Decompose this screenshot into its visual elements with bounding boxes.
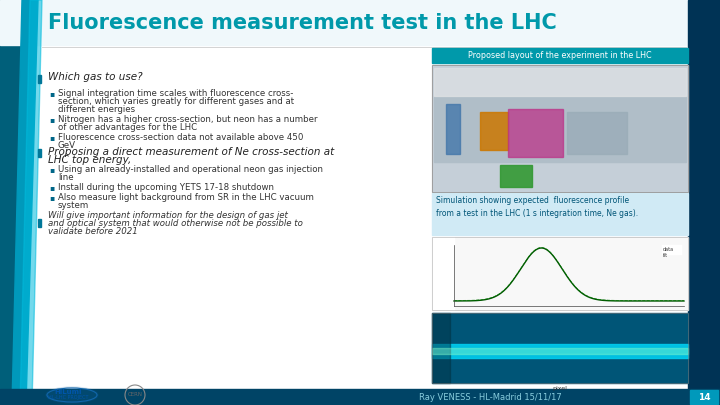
Bar [38,75,41,83]
Text: Proposed layout of the experiment in the LHC: Proposed layout of the experiment in the… [468,51,652,60]
Text: GeV: GeV [58,141,76,150]
Polygon shape [0,0,32,405]
Text: line: line [58,173,73,182]
Bar [434,97,686,162]
Bar [432,344,688,358]
Bar [432,193,688,235]
Text: and optical system that would otherwise not be possible to: and optical system that would otherwise … [48,219,303,228]
Text: 14: 14 [698,392,711,401]
Bar [508,109,563,157]
Bar [432,313,450,383]
Text: ▪: ▪ [49,165,54,174]
Text: section, which varies greatly for different gases and at: section, which varies greatly for differ… [58,97,294,106]
Text: ▪: ▪ [49,89,54,98]
Bar [432,48,688,63]
Ellipse shape [46,387,98,403]
Text: Proposing a direct measurement of Ne cross-section at: Proposing a direct measurement of Ne cro… [48,147,334,157]
Text: LHC top energy,: LHC top energy, [48,155,131,165]
Text: Ray VENESS - HL-Madrid 15/11/17: Ray VENESS - HL-Madrid 15/11/17 [418,392,562,401]
Text: Fluorescence measurement test in the LHC: Fluorescence measurement test in the LHC [48,13,557,33]
Bar [433,66,687,191]
Text: Simulation showing expected  fluorescence profile
from a test in the LHC (1 s in: Simulation showing expected fluorescence… [436,196,638,217]
Bar [432,237,688,310]
Text: different energies: different energies [58,105,135,114]
Text: ▪: ▪ [49,115,54,124]
Bar [432,348,688,354]
Text: ▪: ▪ [49,133,54,142]
Text: system: system [58,201,89,210]
Bar [432,313,688,383]
Bar [0,0,688,45]
Bar [38,219,41,227]
Bar [690,390,718,404]
Bar [432,237,454,310]
Bar [38,149,41,157]
Text: HL-LHC PROJECT: HL-LHC PROJECT [48,396,89,401]
Bar [662,245,682,255]
Text: Nitrogen has a higher cross-section, but neon has a number: Nitrogen has a higher cross-section, but… [58,115,318,124]
Text: Also measure light background from SR in the LHC vacuum: Also measure light background from SR in… [58,193,314,202]
Bar [567,112,627,154]
Text: Fluorescence cross-section data not available above 450: Fluorescence cross-section data not avai… [58,133,303,142]
Bar [432,65,688,192]
Polygon shape [20,0,42,405]
Text: Using an already-installed and operational neon gas injection: Using an already-installed and operation… [58,165,323,174]
Text: Which gas to use?: Which gas to use? [48,72,143,82]
Bar [434,68,686,96]
Text: pixel: pixel [552,386,567,391]
Text: Will give important information for the design of gas jet: Will give important information for the … [48,211,288,220]
Bar [480,112,508,150]
Text: Install during the upcoming YETS 17-18 shutdown: Install during the upcoming YETS 17-18 s… [58,183,274,192]
Bar [432,313,688,383]
Text: validate before 2021: validate before 2021 [48,227,138,236]
Text: Signal integration time scales with fluorescence cross-: Signal integration time scales with fluo… [58,89,293,98]
Text: data
fit: data fit [663,247,674,258]
Text: ▪: ▪ [49,193,54,202]
Bar [432,237,688,310]
Polygon shape [12,0,38,405]
Text: ▪: ▪ [49,183,54,192]
Bar [688,0,720,405]
Text: CERN: CERN [127,392,143,397]
Bar [0,389,720,405]
Bar [500,165,532,187]
Text: HiLumi: HiLumi [54,389,82,395]
Bar [432,65,688,192]
Text: of other advantages for the LHC: of other advantages for the LHC [58,123,197,132]
Bar [446,104,460,154]
